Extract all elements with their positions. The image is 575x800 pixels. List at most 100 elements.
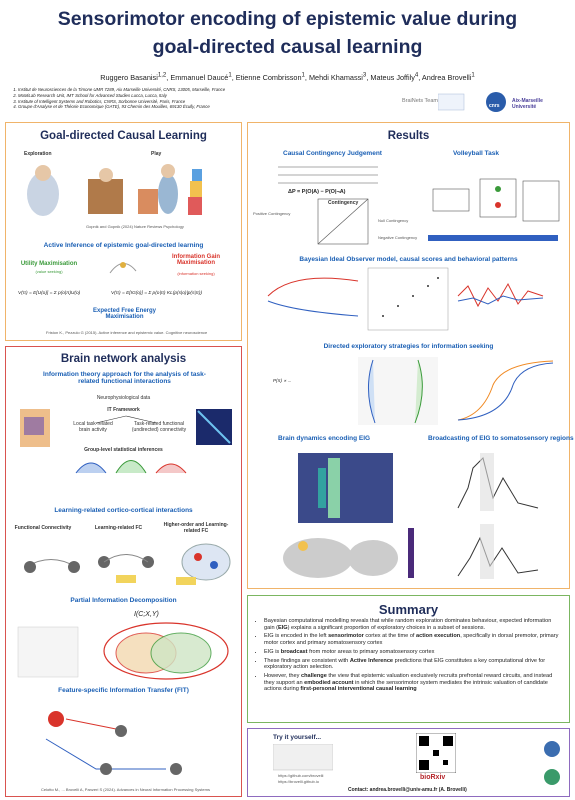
affiliation: Groupe d'Analyse et de Théorie Economiqu… — [18, 104, 225, 110]
info-gain-label: Information Gain Maximisation — [172, 254, 220, 266]
icon — [109, 262, 137, 274]
subtitle: Information theory approach for the anal… — [43, 371, 206, 385]
panel-title: Results — [387, 130, 430, 142]
summary-text: EIG is encoded in the left — [264, 633, 329, 640]
equation: V(π) = E[U(o)] = Σ p(o|π)U(o) — [18, 291, 81, 296]
label: Contingency — [328, 200, 359, 206]
section-title: Bayesian Ideal Observer model, causal sc… — [299, 256, 518, 263]
brain-figure — [283, 453, 539, 579]
directed-figure — [358, 357, 554, 425]
summary-text: embodied account — [304, 679, 354, 686]
fit-figure — [45, 711, 182, 775]
title-line: Sensorimotor encoding of epistemic value… — [57, 8, 518, 30]
goal-panel: Goal-directed Causal Learning Exploratio… — [5, 122, 242, 341]
summary-bullet: Bayesian computational modelling reveals… — [264, 618, 561, 631]
screenshot — [273, 744, 333, 771]
label: Neurophysiological data — [96, 395, 151, 401]
author-name: Mateus Joffily — [370, 73, 415, 83]
summary-bullet: These findings are consistent with Activ… — [264, 658, 561, 671]
logos — [438, 92, 506, 112]
summary-text: the view that epistemic valuation exclus… — [264, 672, 553, 686]
logo: cnrs — [489, 103, 500, 109]
section-title: Volleyball Task — [453, 150, 500, 157]
author: Mehdi Khamassi3, — [308, 72, 371, 83]
logo: BraiNets Team — [402, 98, 438, 104]
affiliation: Institute of Intelligent Systems and Rob… — [18, 99, 225, 105]
preprint-logo: bioRxiv — [420, 774, 446, 781]
label: Local task-related brain activity — [73, 421, 113, 433]
author: Emmanuel Daucé1, — [170, 72, 236, 83]
contact: Contact: andrea.brovelli@univ-amu.fr (A.… — [348, 787, 467, 793]
link[interactable]: https://github.com/brovelli — [278, 773, 324, 778]
pid-figure — [17, 622, 229, 680]
fc-figure — [24, 543, 231, 585]
author: Mateus Joffily4, — [370, 72, 422, 83]
title-line: goal-directed causal learning — [152, 36, 423, 58]
summary-text: EIG — [278, 624, 288, 631]
section-title: Feature-specific Information Transfer (F… — [58, 687, 189, 694]
summary-panel: Summary Bayesian computational modelling… — [247, 595, 570, 723]
summary-text: , specifically in dorsal premotor, prima… — [264, 633, 559, 647]
section-title: Learning-related cortico-cortical intera… — [54, 507, 193, 514]
author-name: Mehdi Khamassi — [308, 73, 363, 83]
panel-title: Brain network analysis — [60, 353, 187, 365]
label: Learning-related FC — [94, 525, 143, 531]
author: Ruggero Basanisi1,2, — [100, 72, 171, 83]
section-title: Partial Information Decomposition — [70, 597, 177, 604]
summary-bullet: EIG is broadcast from motor areas to pri… — [264, 649, 561, 656]
panel-title: Goal-directed Causal Learning — [40, 130, 207, 142]
label: Functional Connectivity — [14, 525, 72, 531]
try-title: Try it yourself... — [273, 734, 322, 741]
label: Higher-order and Learning-related FC — [163, 522, 229, 534]
summary-text: broadcast — [280, 648, 308, 655]
illustration — [27, 164, 202, 216]
efe-label: Expected Free Energy Maximisation — [92, 308, 157, 320]
summary-text: first-personal interventional causal lea… — [300, 686, 417, 693]
link[interactable]: https://brovelli.github.io — [278, 779, 319, 784]
summary-text: action execution — [416, 633, 461, 640]
results-panel: Results Causal Contingency Judgement Vol… — [247, 122, 574, 589]
affiliation: MoMiLab Research Unit, IMT School for Ad… — [18, 93, 225, 99]
author-affiliation: 1,2 — [157, 72, 167, 79]
utility-label: Utility Maximisation — [20, 261, 78, 267]
label: IT Framework — [107, 407, 140, 413]
author-affiliation: 1 — [301, 72, 305, 79]
stage-label: Exploration — [24, 151, 52, 157]
info-gain-note: (information seeking) — [177, 271, 215, 276]
affiliation-list: Institut de Neurosciences de la Timone U… — [8, 87, 225, 110]
affiliations: Institut de Neurosciences de la Timone U… — [8, 87, 225, 110]
summary-text: sensorimotor — [328, 633, 364, 640]
label: Positive Contingency — [253, 211, 291, 216]
label: Null Contingency — [378, 218, 409, 223]
equation: V(π) = E[IG(o)] = Σ p(o|π) KL(p(s|o)|p(s… — [111, 291, 203, 296]
qr-code — [416, 733, 456, 773]
label: Negative Contingency — [378, 235, 418, 240]
section-title: Directed exploratory strategies for info… — [323, 343, 494, 350]
author-affiliation: 1 — [228, 72, 232, 79]
author: Andrea Brovelli1 — [421, 72, 475, 83]
summary-text: Active Inference — [349, 657, 394, 664]
logos — [544, 741, 560, 785]
task-figure — [278, 166, 560, 245]
figure-caption: Gopnik and Gopnik (2024) Nature Reviews … — [86, 224, 184, 229]
try-panel: Try it yourself... https://github.com/br… — [247, 728, 570, 797]
author-name: Ruggero Basanisi — [100, 73, 158, 83]
framework-figure — [20, 409, 232, 474]
citation: Friston K., Pezzulo G (2015). Active inf… — [46, 330, 208, 335]
summary-text: EIG is — [264, 648, 281, 655]
author-name: Etienne Combrisson — [235, 73, 302, 83]
brain-panel: Brain network analysis Information theor… — [5, 346, 242, 797]
bayes-figure — [267, 267, 544, 331]
utility-note: (value seeking) — [35, 269, 63, 274]
section-title: Brain dynamics encoding EIG — [278, 435, 371, 442]
section-title: Causal Contingency Judgement — [283, 150, 382, 157]
author-name: Andrea Brovelli — [421, 73, 472, 83]
section-title: Broadcasting of EIG to somatosensory reg… — [428, 435, 574, 442]
affiliation: Institut de Neurosciences de la Timone U… — [18, 87, 225, 93]
summary-text: ) explains a significant proportion of e… — [287, 624, 486, 631]
label: Group-level statistical inferences — [84, 447, 163, 453]
stage-label: Play — [151, 151, 162, 157]
summary-text: These findings are consistent with — [264, 657, 350, 664]
summary-text: from motor areas to primary somatosensor… — [307, 648, 435, 655]
